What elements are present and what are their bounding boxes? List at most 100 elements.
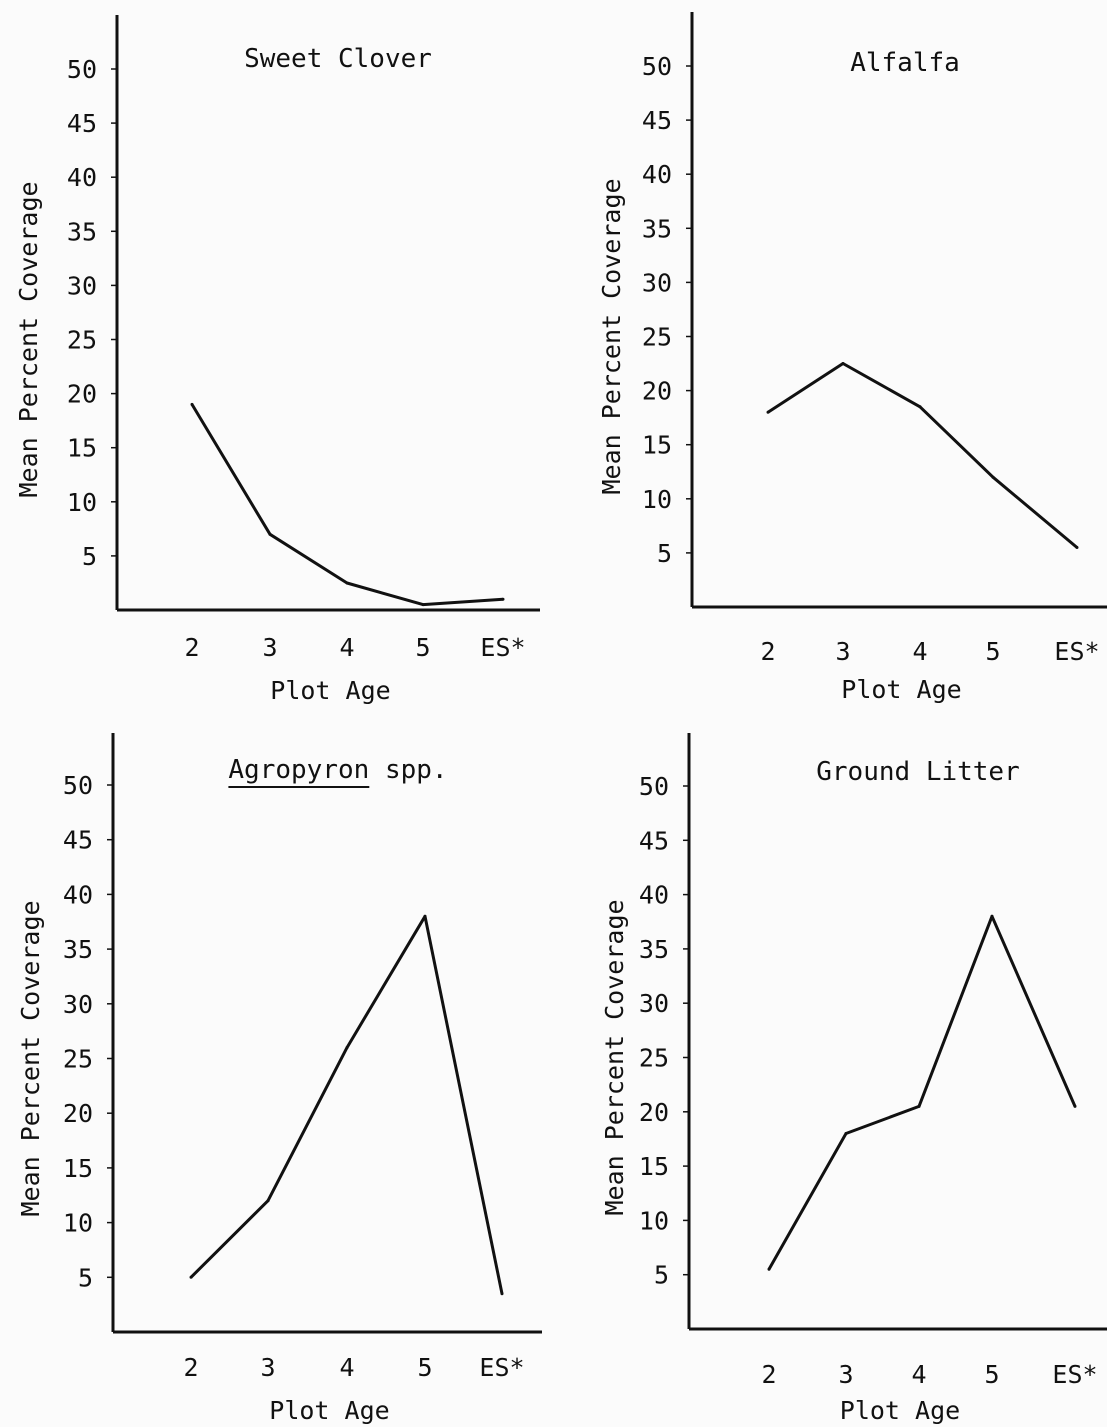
y-tick-label: 45 [642,106,672,135]
chart-title-suffix: spp. [369,755,447,785]
y-tick-label: 10 [639,1206,669,1235]
chart-title: Agropyron spp. [228,755,447,785]
data-point [345,1046,349,1050]
x-tick-label: 2 [760,637,775,666]
y-tick-label: 35 [67,217,97,246]
x-tick-label: 3 [262,633,277,662]
data-point [268,532,272,536]
data-point [266,1199,270,1203]
x-tick-label: 4 [339,633,354,662]
y-tick-label: 10 [63,1209,93,1238]
x-tick-label: 5 [984,1360,999,1389]
x-tick-label: ES* [480,633,525,662]
y-tick-label: 5 [82,542,97,571]
y-tick-label: 45 [639,826,669,855]
chart-title: Sweet Clover [244,44,432,74]
y-tick-label: 15 [63,1154,93,1183]
y-tick-label: 50 [67,55,97,84]
y-tick-label: 25 [63,1045,93,1074]
y-tick-label: 20 [63,1099,93,1128]
y-axis-title: Mean Percent Coverage [16,900,45,1216]
data-point [423,914,427,918]
y-tick-label: 25 [67,326,97,355]
chart-title: Ground Litter [816,757,1020,787]
y-tick-label: 25 [639,1044,669,1073]
x-axis-title: Plot Age [840,1396,960,1425]
y-tick-label: 10 [67,488,97,517]
data-point [190,402,194,406]
y-tick-label: 15 [639,1152,669,1181]
data-point [991,475,995,479]
data-point [766,410,770,414]
x-tick-label: ES* [1054,637,1099,666]
data-point [500,1292,504,1296]
x-tick-label: 4 [339,1353,354,1382]
y-tick-label: 20 [639,1098,669,1127]
x-tick-label: 5 [415,633,430,662]
x-tick-label: 2 [184,633,199,662]
data-point [345,581,349,585]
data-point [918,405,922,409]
x-tick-label: 5 [417,1353,432,1382]
y-tick-label: 45 [63,826,93,855]
y-tick-label: 15 [642,431,672,460]
y-tick-label: 25 [642,323,672,352]
series-line [190,403,504,607]
y-tick-label: 45 [67,109,97,138]
x-axis-title: Plot Age [270,676,390,705]
y-axis-title: Mean Percent Coverage [597,178,626,494]
y-tick-label: 35 [642,214,672,243]
y-tick-label: 30 [639,989,669,1018]
data-point [1073,1104,1077,1108]
data-point [917,1104,921,1108]
x-tick-label: 3 [835,637,850,666]
y-tick-label: 35 [63,935,93,964]
y-tick-label: 50 [642,52,672,81]
y-tick-label: 35 [639,935,669,964]
y-tick-label: 50 [639,772,669,801]
y-axis-title: Mean Percent Coverage [14,181,43,497]
y-tick-label: 40 [642,160,672,189]
y-axis-title: Mean Percent Coverage [600,899,629,1215]
x-axis-title: Plot Age [269,1396,389,1425]
y-tick-label: 40 [63,880,93,909]
chart-title-genus: Agropyron [228,755,369,785]
x-axis-title: Plot Age [841,675,961,704]
y-tick-label: 15 [67,434,97,463]
data-point [501,597,505,601]
data-point [421,603,425,607]
data-point [189,1275,193,1279]
y-tick-label: 5 [78,1263,93,1292]
x-tick-label: 3 [838,1360,853,1389]
x-tick-label: 4 [912,637,927,666]
data-point [1075,546,1079,549]
y-tick-label: 20 [642,377,672,406]
x-tick-label: 4 [911,1360,926,1389]
x-tick-label: 2 [761,1360,776,1389]
y-tick-label: 50 [63,771,93,800]
series-line [189,914,504,1294]
x-tick-label: ES* [479,1353,524,1382]
chart-title: Alfalfa [850,48,960,78]
data-point [844,1132,848,1135]
y-tick-label: 5 [654,1261,669,1290]
y-tick-label: 20 [67,380,97,409]
x-tick-label: ES* [1052,1360,1097,1389]
y-tick-label: 10 [642,485,672,514]
data-point [841,362,845,365]
y-tick-label: 40 [639,881,669,910]
y-tick-label: 30 [642,268,672,297]
y-tick-label: 30 [67,271,97,300]
x-tick-label: 3 [260,1353,275,1382]
data-point [990,914,994,918]
x-tick-label: 5 [985,637,1000,666]
x-tick-label: 2 [183,1353,198,1382]
series-line [767,362,1078,549]
y-tick-label: 5 [657,539,672,568]
y-tick-label: 40 [67,163,97,192]
